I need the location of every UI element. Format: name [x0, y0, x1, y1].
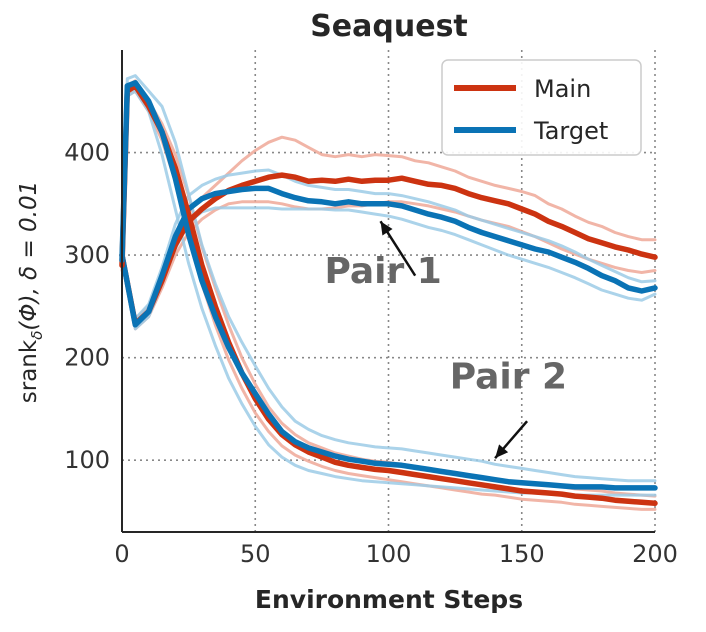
- y-axis-label-base: srank: [16, 339, 42, 403]
- series-lines: [119, 80, 658, 507]
- x-tick-label: 100: [366, 540, 412, 568]
- chart-title: Seaquest: [310, 9, 468, 44]
- annotations: Pair 1 Pair 2: [324, 220, 567, 459]
- x-axis-label: Environment Steps: [255, 585, 523, 614]
- band-high-target-pair2: [120, 74, 657, 483]
- annotation-arrowhead-pair1: [380, 221, 393, 236]
- x-tick-label: 50: [240, 540, 271, 568]
- band-high-main-pair1: [120, 135, 657, 321]
- y-tick-label: 400: [64, 139, 110, 167]
- band-high-target-pair1: [120, 168, 657, 321]
- y-tick-label: 200: [64, 344, 110, 372]
- series-line-main-pair1: [119, 172, 658, 327]
- series-line-target-pair2: [119, 80, 658, 491]
- legend-label-target: Target: [533, 117, 608, 145]
- annotation-label-pair2: Pair 2: [450, 356, 567, 397]
- x-tick-label: 0: [114, 540, 129, 568]
- series-line-target-pair1: [119, 185, 658, 328]
- legend: Main Target: [441, 59, 642, 156]
- annotation-arrowhead-pair2: [495, 444, 509, 459]
- y-axis-label-sub: δ: [28, 331, 46, 340]
- tick-labels: 0 50 100 150 200 100 200 300 400: [64, 139, 678, 568]
- x-tick-label: 200: [632, 540, 678, 568]
- annotation-label-pair1: Pair 1: [324, 251, 441, 292]
- legend-label-main: Main: [534, 75, 591, 103]
- axes: [121, 50, 655, 533]
- band-low-target-pair1: [120, 206, 657, 331]
- series-line-main-pair2: [119, 83, 658, 507]
- y-tick-label: 100: [64, 446, 110, 474]
- y-axis-label: srankδ(Φ), δ = 0.01: [16, 181, 46, 403]
- y-axis-label-rest: (Φ), δ = 0.01: [16, 181, 42, 331]
- y-tick-label: 300: [64, 241, 110, 269]
- x-tick-label: 150: [499, 540, 545, 568]
